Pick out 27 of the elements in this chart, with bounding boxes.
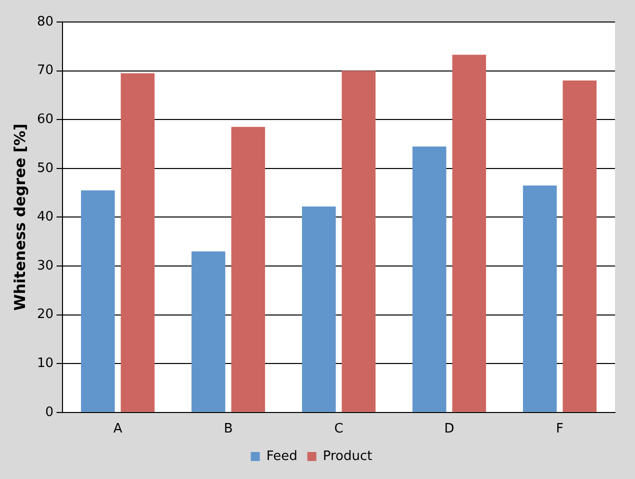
x-tick-label: A [113,422,122,437]
bar [342,70,376,412]
y-axis-title: Whiteness degree [%] [10,124,29,311]
bar [191,251,226,412]
bar [302,206,336,412]
bar [522,185,557,412]
bar [120,73,155,412]
bar [562,80,597,412]
y-tick-label: 70 [36,63,54,78]
legend-label: Product [322,448,372,464]
y-tick-label: 20 [36,307,54,322]
x-tick-label: C [334,422,344,437]
y-tick-label: 30 [36,258,54,274]
bar [412,146,446,412]
y-tick-label: 60 [36,112,54,127]
y-tick-label: 50 [36,160,54,176]
bar [452,54,486,412]
y-tick-label: 10 [36,356,54,371]
bar [231,126,266,412]
x-tick-label: F [556,422,564,437]
y-tick-label: 40 [36,210,54,225]
x-tick-label: D [444,422,454,437]
bar [80,190,115,412]
x-tick-label: B [224,422,233,437]
y-tick-label: 0 [45,404,54,420]
y-tick-label: 80 [36,14,54,30]
legend-label: Feed [266,448,298,464]
